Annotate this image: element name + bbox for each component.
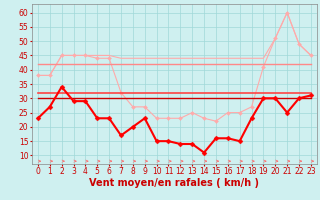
X-axis label: Vent moyen/en rafales ( km/h ): Vent moyen/en rafales ( km/h ) (89, 178, 260, 188)
